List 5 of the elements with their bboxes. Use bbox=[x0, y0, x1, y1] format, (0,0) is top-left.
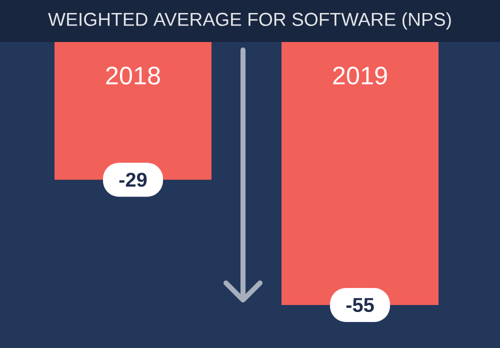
chart-title: WEIGHTED AVERAGE FOR SOFTWARE (NPS) bbox=[48, 12, 451, 30]
x-tick-label: 2018 bbox=[106, 66, 160, 85]
data-label: -55 bbox=[346, 298, 374, 312]
data-label: -29 bbox=[119, 172, 147, 187]
x-tick-label: 2019 bbox=[333, 66, 387, 85]
